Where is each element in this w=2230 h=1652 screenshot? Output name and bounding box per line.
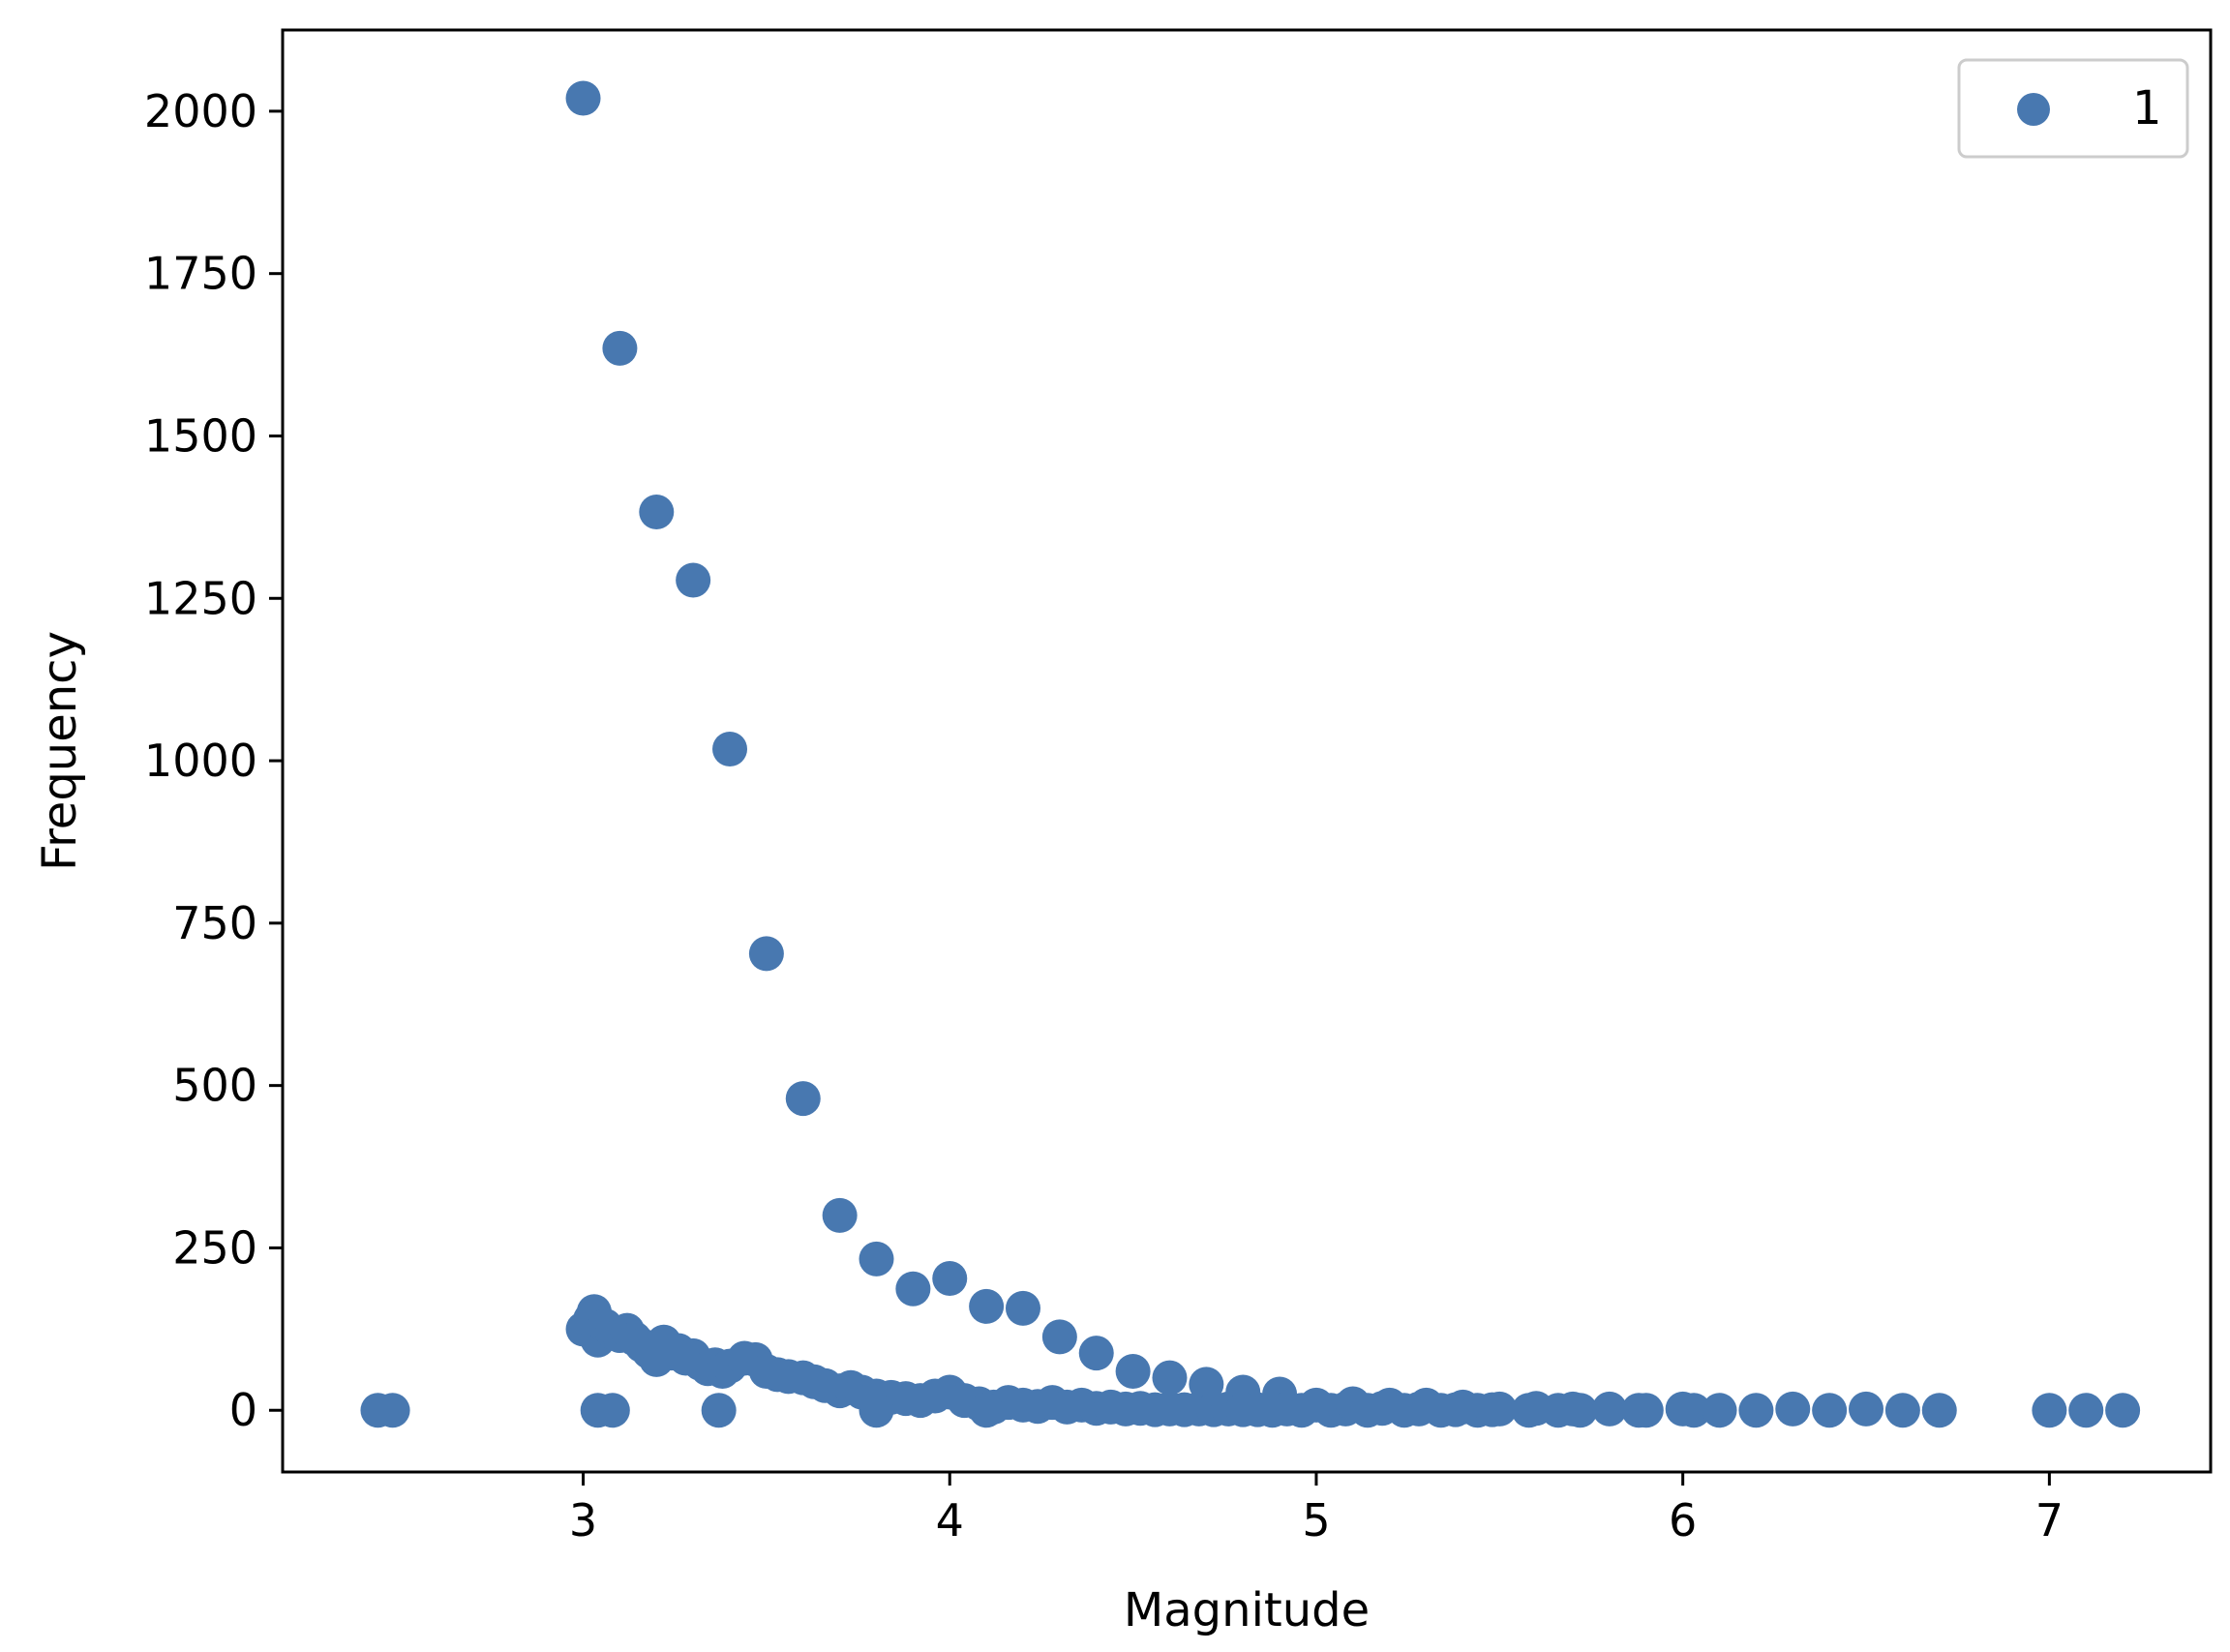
data-point — [2105, 1393, 2141, 1428]
data-point — [375, 1393, 410, 1428]
y-tick-label: 250 — [172, 1221, 257, 1274]
data-point — [639, 495, 675, 530]
legend-box — [1957, 58, 2189, 159]
x-tick-label: 3 — [569, 1494, 597, 1547]
data-point — [712, 731, 748, 766]
y-tick-label: 1000 — [144, 735, 257, 787]
x-tick-label: 6 — [1669, 1494, 1697, 1547]
data-point — [785, 1081, 821, 1117]
data-point — [1738, 1393, 1774, 1428]
y-tick-label: 750 — [172, 897, 257, 949]
data-point — [1884, 1393, 1920, 1428]
data-point — [602, 330, 638, 366]
data-point — [1115, 1353, 1151, 1389]
data-point — [822, 1197, 858, 1233]
data-point — [1482, 1391, 1518, 1427]
data-point — [895, 1271, 931, 1307]
data-point — [1562, 1393, 1598, 1428]
y-tick-label: 1750 — [144, 248, 257, 300]
legend: 1 — [1957, 58, 2189, 159]
data-point — [932, 1260, 968, 1296]
x-tick-label: 7 — [2035, 1494, 2064, 1547]
data-point — [1041, 1319, 1077, 1355]
data-point — [969, 1393, 1005, 1428]
data-point — [1628, 1393, 1664, 1428]
data-point — [859, 1241, 894, 1277]
data-point — [1078, 1336, 1114, 1371]
data-point — [1152, 1360, 1188, 1396]
y-tick-label: 1250 — [144, 572, 257, 624]
data-point — [2068, 1393, 2104, 1428]
y-tick-label: 0 — [229, 1384, 257, 1436]
data-point — [1775, 1391, 1811, 1427]
data-point — [594, 1393, 630, 1428]
data-point — [676, 562, 711, 598]
y-tick-label: 1500 — [144, 409, 257, 462]
data-points — [360, 80, 2141, 1428]
data-point — [748, 936, 784, 972]
y-tick-label: 500 — [172, 1060, 257, 1112]
data-point — [1921, 1393, 1957, 1428]
data-point — [1676, 1393, 1712, 1428]
x-tick-label: 4 — [936, 1494, 964, 1547]
y-axis-label: Frequency — [33, 631, 87, 871]
data-point — [2032, 1393, 2067, 1428]
data-point — [1005, 1290, 1040, 1326]
legend-marker — [2017, 93, 2050, 126]
x-tick-label: 5 — [1302, 1494, 1330, 1547]
data-point — [565, 80, 601, 116]
legend-label: 1 — [2132, 81, 2162, 135]
x-axis-ticks: 3 4 5 6 7 — [569, 1472, 2064, 1547]
data-point — [1849, 1391, 1884, 1427]
data-point — [1591, 1391, 1627, 1427]
y-tick-label: 2000 — [144, 85, 257, 137]
y-axis-ticks: 0 250 500 750 1000 1250 1500 1750 2000 — [144, 85, 283, 1436]
data-point — [701, 1393, 737, 1428]
data-point — [1702, 1393, 1737, 1428]
data-point — [859, 1393, 894, 1428]
plot-frame — [281, 28, 2213, 1474]
data-point — [969, 1288, 1005, 1324]
x-axis-label: Magnitude — [1124, 1583, 1370, 1637]
data-point — [1812, 1393, 1848, 1428]
